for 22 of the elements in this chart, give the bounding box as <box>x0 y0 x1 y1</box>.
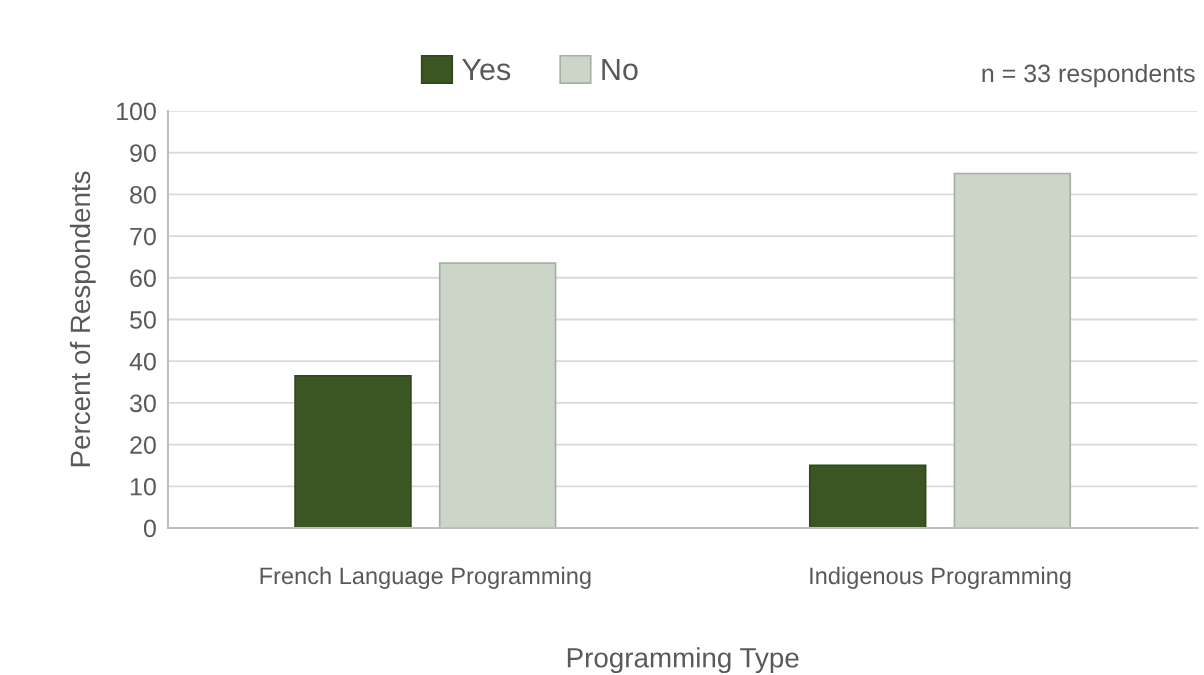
y-tick-label: 0 <box>143 519 156 538</box>
legend-label: No <box>602 58 638 81</box>
bar <box>294 374 412 528</box>
bar <box>808 464 927 528</box>
y-tick-label: 70 <box>130 227 156 246</box>
text: n = 33 respondents <box>982 63 1195 88</box>
y-tick-label: 80 <box>130 185 156 204</box>
legend-label: Yes <box>462 58 511 81</box>
y-tick-label: 100 <box>117 102 156 121</box>
x-tick-label: Indigenous Programming <box>810 566 1071 589</box>
bar <box>953 172 1072 528</box>
y-tick-label: 90 <box>130 144 156 162</box>
y-tick-label: 10 <box>130 477 156 496</box>
y-tick-label: 30 <box>130 394 156 413</box>
y-tick-label: 60 <box>130 269 156 288</box>
x-tick-label: French Language Programming <box>260 566 591 589</box>
y-tick-label: 50 <box>130 311 156 329</box>
bar <box>438 262 557 528</box>
x-axis-title: Programming Type <box>567 647 799 674</box>
y-axis-title: Percent of Respondents <box>69 171 96 467</box>
y-tick-label: 40 <box>129 352 156 371</box>
y-tick-label: 20 <box>130 436 156 454</box>
